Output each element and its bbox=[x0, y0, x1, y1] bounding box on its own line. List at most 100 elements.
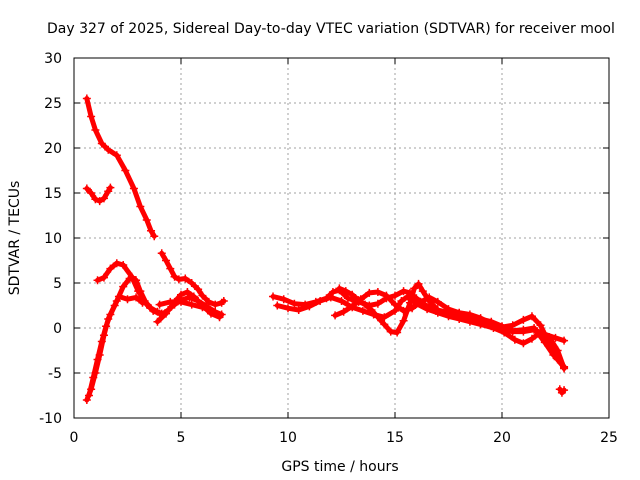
data-point-marker bbox=[373, 288, 382, 296]
data-point-marker bbox=[397, 297, 406, 305]
data-point-marker bbox=[93, 276, 102, 285]
data-point-marker bbox=[339, 307, 348, 316]
data-point-marker bbox=[519, 315, 528, 324]
data-point-marker bbox=[157, 249, 166, 258]
data-point-marker bbox=[527, 312, 536, 321]
data-point-marker bbox=[519, 325, 528, 334]
data-point-marker bbox=[519, 339, 528, 348]
data-point-marker bbox=[418, 287, 427, 296]
data-point-marker bbox=[348, 302, 357, 311]
data-point-marker bbox=[177, 290, 185, 299]
data-point-marker bbox=[198, 303, 207, 312]
data-point-marker bbox=[183, 288, 192, 296]
series-trace-14 bbox=[555, 385, 569, 397]
data-point-marker bbox=[530, 324, 539, 332]
data-point-marker bbox=[337, 297, 346, 305]
series-trace-2 bbox=[82, 183, 115, 206]
data-point-marker bbox=[153, 307, 162, 316]
data-point-marker bbox=[187, 279, 196, 287]
data-point-marker bbox=[215, 312, 224, 321]
data-point-marker bbox=[410, 284, 419, 293]
y-tick-label: 10 bbox=[44, 231, 62, 247]
series-layer bbox=[82, 94, 569, 404]
data-point-marker bbox=[393, 328, 402, 337]
y-axis-label: SDTVAR / TECUs bbox=[7, 181, 23, 296]
data-point-marker bbox=[382, 291, 391, 300]
data-point-marker bbox=[99, 194, 108, 203]
x-tick-label: 20 bbox=[493, 430, 511, 446]
data-point-marker bbox=[134, 287, 143, 296]
data-point-marker bbox=[294, 306, 303, 314]
y-tick-label: -5 bbox=[48, 366, 62, 382]
data-point-marker bbox=[433, 297, 442, 306]
data-point-marker bbox=[414, 279, 423, 288]
data-point-marker bbox=[181, 274, 190, 283]
x-axis-ticks: 0 5 10 15 20 25 bbox=[70, 58, 618, 446]
data-point-marker bbox=[112, 259, 121, 268]
data-point-marker bbox=[373, 313, 382, 322]
data-point-marker bbox=[155, 300, 164, 309]
data-point-marker bbox=[104, 145, 113, 154]
data-point-marker bbox=[380, 320, 389, 329]
y-tick-label: 15 bbox=[44, 186, 62, 202]
data-point-marker bbox=[187, 300, 196, 309]
data-point-marker bbox=[102, 322, 111, 331]
data-point-marker bbox=[328, 288, 337, 296]
data-point-marker bbox=[500, 328, 509, 337]
data-point-marker bbox=[510, 335, 519, 344]
data-point-marker bbox=[423, 305, 432, 314]
data-point-marker bbox=[119, 261, 128, 269]
data-point-marker bbox=[399, 306, 408, 315]
series-line bbox=[84, 294, 145, 403]
data-point-marker bbox=[455, 308, 464, 317]
data-point-marker bbox=[91, 126, 100, 134]
data-point-marker bbox=[316, 297, 325, 305]
series-trace-5 bbox=[93, 259, 166, 318]
data-point-marker bbox=[373, 299, 382, 308]
data-point-marker bbox=[343, 294, 352, 303]
series-trace-8 bbox=[155, 297, 224, 321]
data-point-marker bbox=[129, 184, 138, 193]
data-point-marker bbox=[465, 310, 474, 319]
data-point-marker bbox=[527, 334, 536, 343]
data-point-marker bbox=[204, 297, 213, 306]
y-tick-label: 30 bbox=[44, 51, 62, 67]
y-axis-ticks: -10 -5 0 5 10 15 20 25 30 bbox=[39, 51, 609, 427]
data-point-marker bbox=[136, 202, 145, 211]
data-point-marker bbox=[82, 94, 91, 103]
series-trace-9 bbox=[157, 249, 228, 309]
series-trace-1 bbox=[82, 94, 159, 241]
data-point-marker bbox=[147, 226, 156, 235]
data-point-marker bbox=[391, 300, 399, 309]
data-point-marker bbox=[106, 183, 115, 192]
series-line bbox=[95, 260, 165, 317]
data-point-marker bbox=[106, 310, 115, 319]
y-tick-label: 0 bbox=[53, 321, 62, 337]
data-point-marker bbox=[209, 307, 218, 316]
data-point-marker bbox=[386, 327, 395, 336]
series-trace-10 bbox=[269, 286, 569, 345]
data-point-marker bbox=[177, 297, 185, 306]
data-point-marker bbox=[112, 297, 121, 305]
data-point-marker bbox=[536, 321, 545, 330]
data-point-marker bbox=[408, 304, 417, 313]
data-point-marker bbox=[476, 314, 485, 323]
data-point-marker bbox=[153, 317, 162, 326]
data-point-marker bbox=[198, 291, 207, 300]
data-point-marker bbox=[290, 299, 299, 308]
chart-title: Day 327 of 2025, Sidereal Day-to-day VTE… bbox=[47, 21, 615, 37]
series-line bbox=[336, 281, 567, 370]
x-tick-label: 0 bbox=[70, 430, 79, 446]
data-point-marker bbox=[174, 275, 183, 284]
data-point-marker bbox=[150, 232, 159, 241]
data-point-marker bbox=[361, 300, 370, 309]
data-point-marker bbox=[331, 311, 340, 320]
data-point-marker bbox=[82, 184, 91, 193]
data-point-marker bbox=[358, 306, 367, 315]
data-point-marker bbox=[194, 285, 203, 294]
data-point-marker bbox=[508, 321, 517, 330]
x-tick-label: 10 bbox=[279, 430, 297, 446]
data-point-marker bbox=[391, 291, 399, 300]
